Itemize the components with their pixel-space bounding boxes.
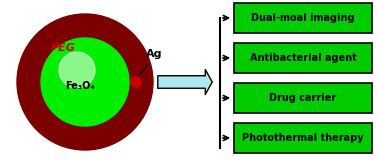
Circle shape [131, 77, 141, 87]
FancyBboxPatch shape [234, 83, 372, 113]
FancyBboxPatch shape [234, 43, 372, 73]
Text: Photothermal therapy: Photothermal therapy [242, 133, 364, 143]
Text: Fe₃O₄: Fe₃O₄ [65, 81, 95, 91]
Text: Dual-moal imaging: Dual-moal imaging [251, 13, 355, 23]
Text: PEG: PEG [51, 43, 76, 53]
Circle shape [59, 52, 95, 88]
FancyBboxPatch shape [234, 123, 372, 153]
Circle shape [41, 38, 129, 126]
Circle shape [17, 14, 153, 150]
Text: Drug carrier: Drug carrier [270, 93, 337, 103]
Text: Ag: Ag [146, 49, 162, 59]
Text: Antibacterial agent: Antibacterial agent [249, 53, 356, 63]
FancyBboxPatch shape [234, 3, 372, 33]
